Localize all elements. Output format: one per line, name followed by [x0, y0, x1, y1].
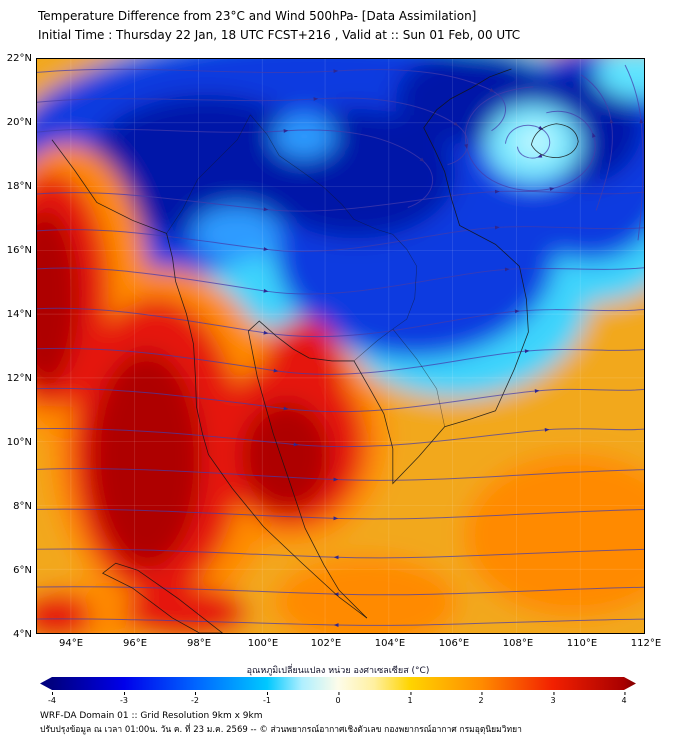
x-axis-tick-label: 106°E	[438, 638, 470, 649]
y-axis-tick-label: 6°N	[13, 565, 32, 576]
x-axis-tick-label: 94°E	[58, 638, 84, 649]
x-axis-tick-label: 98°E	[186, 638, 212, 649]
colorbar-tick-label: -2	[191, 692, 199, 705]
y-axis-tick-label: 16°N	[6, 245, 32, 256]
x-axis-tick-label: 104°E	[374, 638, 406, 649]
colorbar-tick-label: -4	[48, 692, 56, 705]
colorbar-tick-label: -3	[120, 692, 128, 705]
y-axis-tick-label: 10°N	[6, 437, 32, 448]
colorbar-label: อุณหภูมิเปลี่ยนแปลง หน่วย องศาเซลเซียส (…	[246, 666, 430, 676]
figure-title: Temperature Difference from 23°C and Win…	[38, 9, 477, 23]
y-axis-tick-label: 18°N	[6, 181, 32, 192]
x-axis-tick-label: 112°E	[630, 638, 662, 649]
figure-subtitle: Initial Time : Thursday 22 Jan, 18 UTC F…	[38, 28, 521, 42]
map-canvas	[37, 59, 644, 633]
title-block: Temperature Difference from 23°C and Win…	[38, 8, 520, 43]
x-axis-tick-label: 102°E	[310, 638, 342, 649]
colorbar-tick-label: 1	[407, 692, 413, 705]
y-axis-tick-label: 12°N	[6, 373, 32, 384]
y-axis-tick-label: 8°N	[13, 501, 32, 512]
colorbar-tick-label: 0	[335, 692, 341, 705]
borders-layer	[166, 114, 445, 427]
map-plot-area: 22°N 20°N 18°N 16°N 14°N 12°N 10°N 8°N 6…	[7, 53, 661, 649]
temperature-field-layer	[37, 59, 644, 633]
y-axis-tick-label: 4°N	[13, 629, 32, 640]
colorbar-tick-label: 4	[621, 692, 627, 705]
footer-domain-info: WRF-DA Domain 01 :: Grid Resolution 9km …	[40, 711, 263, 721]
x-axis-tick-label: 108°E	[502, 638, 534, 649]
colorbar-tick-label: -1	[263, 692, 271, 705]
footer-agency-info: ปรับปรุงข้อมูล ณ เวลา 01:00น. วัน ค. ที่…	[40, 725, 522, 735]
colorbar-tick-label: 2	[478, 692, 484, 705]
colorbar-ticks: -4 -3 -2 -1 0 1 2 3 4	[40, 692, 636, 706]
x-axis-tick-label: 100°E	[247, 638, 279, 649]
colorbar-tick-label: 3	[550, 692, 556, 705]
x-axis-tick-label: 96°E	[122, 638, 148, 649]
x-axis-tick-label: 110°E	[566, 638, 598, 649]
colorbar	[40, 677, 636, 690]
y-axis-tick-label: 14°N	[6, 309, 32, 320]
y-axis-tick-label: 20°N	[6, 117, 32, 128]
y-axis-tick-label: 22°N	[6, 53, 32, 64]
footer: WRF-DA Domain 01 :: Grid Resolution 9km …	[40, 710, 522, 736]
